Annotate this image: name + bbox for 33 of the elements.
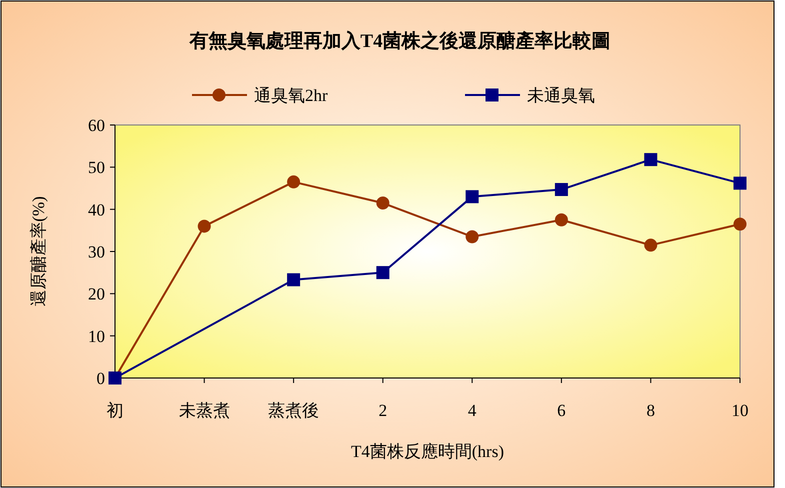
y-tick-label: 60 [88, 116, 105, 135]
y-tick-label: 30 [88, 242, 105, 262]
x-tick-label: 4 [468, 401, 477, 420]
point [466, 190, 479, 204]
y-tick-label: 0 [96, 369, 105, 388]
point [644, 153, 658, 166]
point [198, 220, 211, 233]
point [466, 230, 479, 244]
point [554, 183, 568, 196]
point [287, 273, 300, 286]
x-axis-title: T4菌株反應時間(hrs) [351, 442, 504, 461]
chart-title: 有無臭氧處理再加入T4菌株之後還原醣產率比較圖 [188, 30, 611, 52]
point [734, 176, 746, 190]
y-tick-label: 20 [88, 284, 105, 304]
y-tick-label: 50 [88, 158, 105, 178]
legend-label: 通臭氧2hr [254, 86, 328, 105]
point [376, 196, 390, 210]
x-tick-label: 8 [646, 401, 655, 420]
y-axis-title: 還原醣產率(%) [29, 196, 48, 307]
x-tick-label: 10 [732, 401, 748, 420]
legend-label: 未通臭氧 [527, 86, 595, 105]
point [554, 213, 568, 226]
x-tick-label: 6 [557, 401, 566, 420]
point [734, 218, 746, 231]
y-tick-label: 10 [88, 326, 105, 346]
point [376, 266, 390, 280]
x-tick-label: 蒸煮後 [268, 401, 320, 420]
x-tick-label: 2 [378, 401, 388, 420]
x-tick-label: 初 [106, 401, 124, 420]
y-tick-label: 40 [88, 200, 105, 220]
x-tick-label: 未蒸煮 [178, 401, 230, 420]
point [644, 238, 658, 252]
point [287, 175, 300, 188]
